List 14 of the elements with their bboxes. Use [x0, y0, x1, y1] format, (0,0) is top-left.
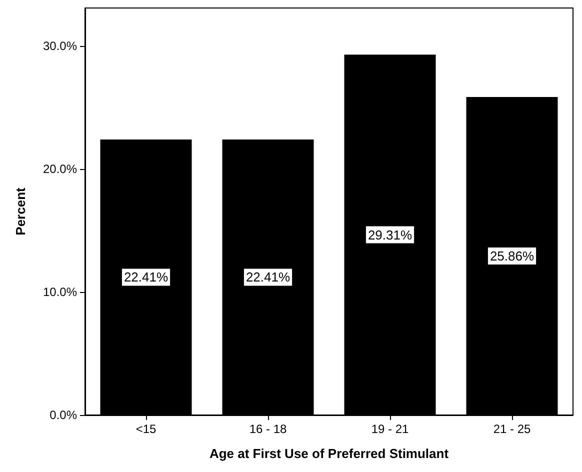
y-tick-label: 30.0%	[42, 39, 78, 54]
data-label: 29.31%	[368, 227, 412, 242]
x-tick-label: <15	[136, 422, 156, 436]
data-label: 22.41%	[246, 270, 290, 285]
y-tick-label: 20.0%	[42, 162, 78, 176]
x-tick-label: 21 - 25	[493, 422, 532, 436]
y-axis-title: Percent	[13, 186, 28, 236]
y-tick-label: 0.0%	[50, 408, 78, 422]
x-axis-title: Age at First Use of Preferred Stimulant	[209, 446, 450, 461]
data-label: 22.41%	[124, 270, 168, 285]
x-tick-label: 19 - 21	[371, 422, 410, 436]
y-tick-label: 10.0%	[42, 285, 78, 300]
x-tick-label: 16 - 18	[249, 422, 288, 436]
data-label: 25.86%	[490, 248, 534, 264]
